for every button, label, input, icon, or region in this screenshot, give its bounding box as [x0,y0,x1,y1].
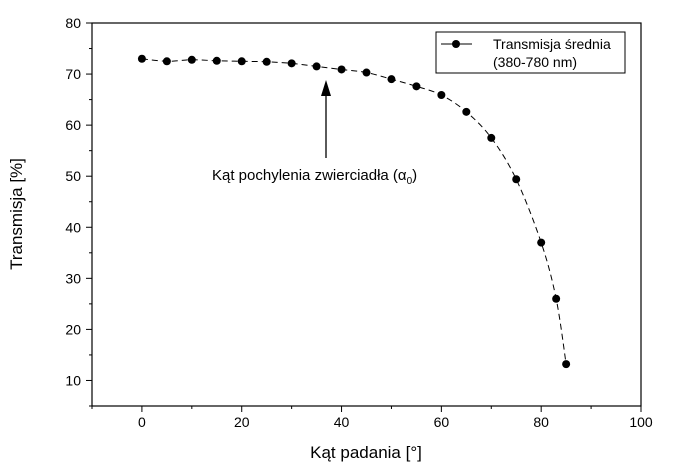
annotation: Kąt pochylenia zwierciadła (α0) [212,80,417,187]
x-tick-label: 60 [434,414,450,430]
y-tick-label: 80 [65,15,81,31]
y-tick-label: 30 [65,270,81,286]
data-point [562,360,571,369]
data-point [262,57,271,66]
legend: Transmisja średnia (380-780 nm) [435,31,626,74]
data-point [437,91,446,100]
y-axis-title: Transmisja [%] [7,158,26,270]
data-point [137,54,146,63]
data-point [287,59,296,68]
data-point [487,133,496,142]
annotation-label: Kąt pochylenia zwierciadła (α0) [212,167,417,187]
annotation-close: ) [412,167,417,184]
y-tick-label: 70 [65,66,81,82]
data-point [412,82,421,91]
x-tick-label: 40 [334,414,350,430]
y-tick-label: 40 [65,219,81,235]
data-point [512,175,521,184]
data-point [552,294,561,303]
y-axis-ticks: 10 20 30 40 50 60 70 80 [65,15,92,407]
y-tick-label: 50 [65,168,81,184]
x-tick-label: 0 [138,414,146,430]
legend-label-range: (380-780 nm) [493,54,577,70]
data-point [212,56,221,65]
data-point [362,68,371,77]
series-line [141,58,567,365]
data-point [462,107,471,116]
data-point [312,62,321,71]
annotation-text: Kąt pochylenia zwierciadła (α [212,167,407,184]
x-tick-label: 20 [234,414,250,430]
annotation-arrow-head [321,80,331,96]
data-point [187,55,196,64]
x-tick-label: 80 [533,414,549,430]
data-point [162,57,171,66]
data-point [237,57,246,66]
y-tick-label: 60 [65,117,81,133]
y-tick-label: 10 [65,372,81,388]
legend-box [435,31,626,74]
y-tick-label: 20 [65,321,81,337]
x-axis-title: Kąt padania [°] [310,443,422,462]
legend-label: Transmisja średnia [493,36,611,52]
annotation-subscript: 0 [407,176,413,187]
data-point [537,238,546,247]
data-point [387,75,396,84]
data-point [337,65,346,74]
x-axis-ticks: 0 20 40 60 80 100 [91,406,653,430]
series-points [137,54,571,369]
legend-marker [452,40,460,48]
x-tick-label: 100 [629,414,653,430]
plot-frame [91,22,642,407]
